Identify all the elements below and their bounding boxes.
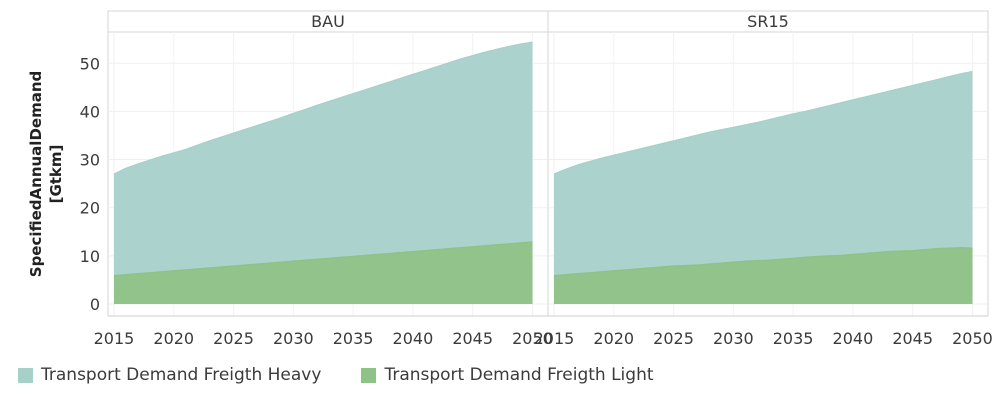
x-tick-label: 2020 (593, 329, 634, 348)
x-tick-label: 2015 (94, 329, 135, 348)
x-tick-label: 2050 (512, 329, 553, 348)
area-transport-demand-freigth-light (553, 247, 973, 304)
x-tick-label: 2030 (713, 329, 754, 348)
legend-swatch-light (361, 367, 377, 383)
x-tick-label: 2045 (452, 329, 493, 348)
panel-title: BAU (311, 12, 345, 31)
area-transport-demand-freigth-heavy (553, 71, 973, 304)
legend-label-light: Transport Demand Freigth Light (384, 365, 654, 385)
y-axis-ticks: 0 10 20 30 40 50 (80, 54, 100, 314)
x-tick-label: 2020 (153, 329, 194, 348)
y-axis-title-line-2: [Gtkm] (47, 145, 65, 204)
x-tick-label: 2035 (333, 329, 374, 348)
line-transport-demand-freigth-light (113, 241, 533, 277)
line-transport-demand-freigth-heavy (113, 41, 533, 175)
area-transport-demand-freigth-light (113, 241, 533, 304)
x-tick-label: 2025 (213, 329, 254, 348)
chart-panels: BAU 2015 2020 2025 2030 2035 2040 2045 2050 SR15 2… (94, 10, 993, 348)
panel-sr15: SR15 2015 2020 2025 2030 2035 2040 2045 2050 (534, 10, 993, 348)
y-tick-label: 40 (80, 102, 100, 121)
legend: Transport Demand Freigth Heavy Transport… (18, 362, 978, 388)
legend-swatch-heavy (18, 367, 33, 383)
y-tick-label: 0 (90, 295, 100, 314)
area-transport-demand-freigth-heavy (113, 42, 533, 304)
x-tick-label: 2045 (892, 329, 933, 348)
line-transport-demand-freigth-heavy (553, 70, 973, 175)
x-tick-label: 2040 (833, 329, 874, 348)
y-axis-title-line-1: SpecifiedAnnualDemand (27, 71, 45, 277)
y-tick-label: 10 (80, 247, 100, 266)
y-tick-label: 50 (80, 54, 100, 73)
legend-item-heavy[interactable]: Transport Demand Freigth Heavy (18, 365, 321, 385)
panel-title: SR15 (747, 12, 789, 31)
legend-item-light[interactable]: Transport Demand Freigth Light (361, 365, 654, 385)
y-tick-label: 30 (80, 151, 100, 170)
x-tick-label: 2025 (653, 329, 694, 348)
y-tick-label: 20 (80, 199, 100, 218)
x-tick-label: 2030 (273, 329, 314, 348)
x-tick-label: 2050 (952, 329, 993, 348)
line-transport-demand-freigth-light (553, 247, 973, 277)
y-axis-title-group: SpecifiedAnnualDemand [Gtkm] (27, 71, 65, 277)
panel-bau: BAU 2015 2020 2025 2030 2035 2040 2045 2050 (94, 10, 553, 348)
x-tick-label: 2035 (773, 329, 814, 348)
x-tick-label: 2040 (393, 329, 434, 348)
x-tick-label: 2015 (534, 329, 575, 348)
legend-label-heavy: Transport Demand Freigth Heavy (41, 365, 322, 385)
